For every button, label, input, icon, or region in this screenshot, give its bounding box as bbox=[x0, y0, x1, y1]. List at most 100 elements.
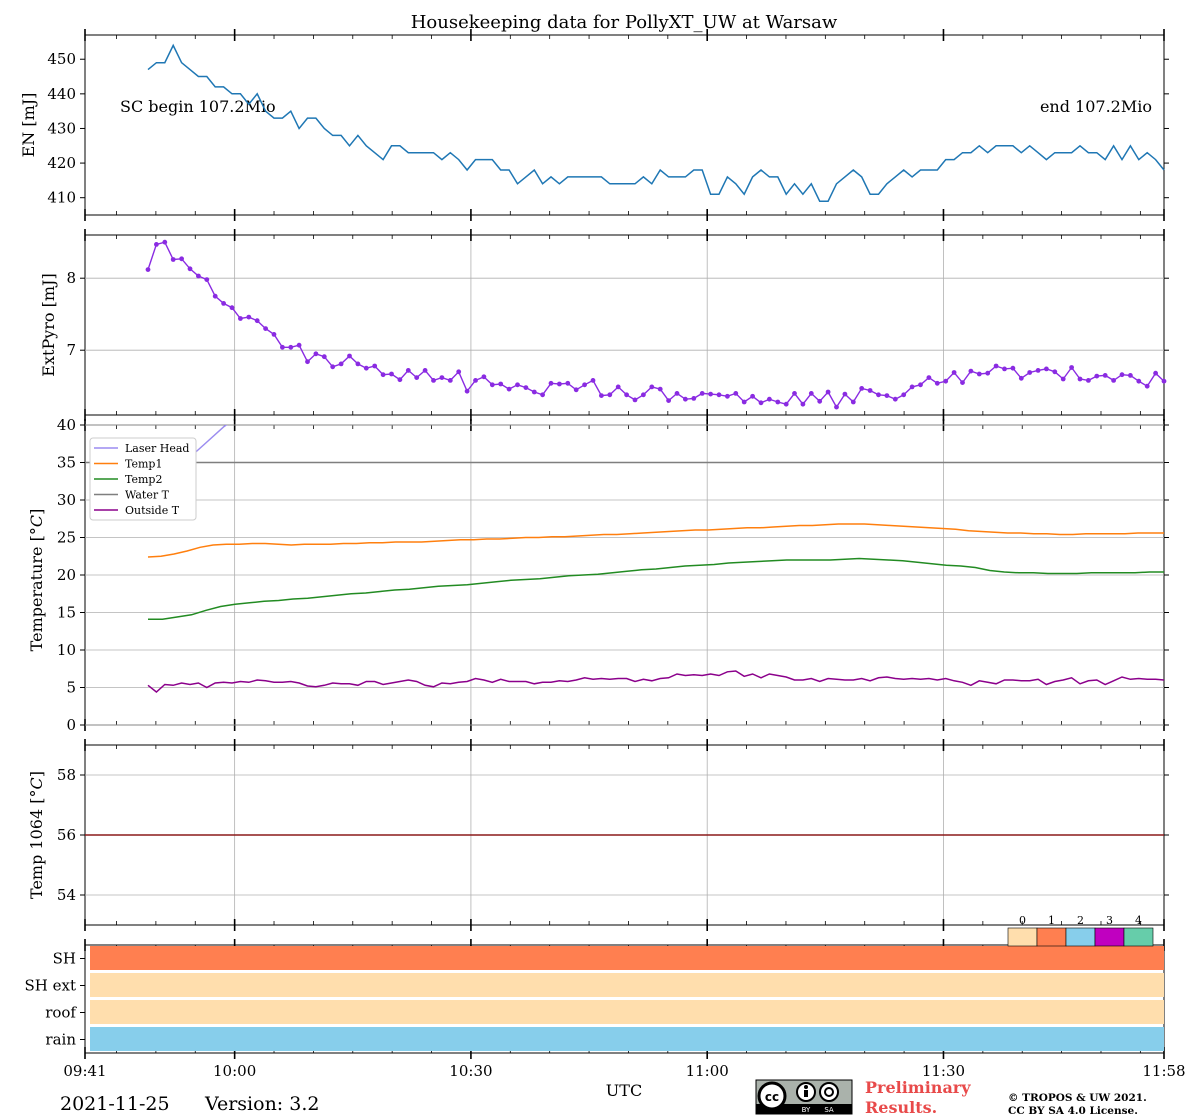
y-tick-label: 450 bbox=[47, 50, 76, 68]
outside-t-line bbox=[147, 670, 1164, 693]
status-row-label: rain bbox=[45, 1031, 76, 1049]
extpyro-point bbox=[1002, 366, 1007, 372]
extpyro-point bbox=[573, 387, 579, 393]
extpyro-point bbox=[1086, 378, 1091, 383]
cc-sa-label: SA bbox=[824, 1106, 834, 1114]
extpyro-point bbox=[405, 368, 411, 373]
extpyro-point bbox=[850, 399, 856, 405]
extpyro-point bbox=[976, 371, 982, 377]
extpyro-point bbox=[1018, 375, 1024, 381]
panel-ext-pyro-frame bbox=[84, 234, 1165, 416]
en-ylabel: EN [mJ] bbox=[19, 93, 38, 158]
extpyro-point bbox=[599, 393, 604, 398]
extpyro-point bbox=[246, 314, 252, 320]
extpyro-point bbox=[221, 301, 227, 306]
en-series-line bbox=[147, 43, 1165, 202]
y-tick-label: 430 bbox=[47, 119, 76, 137]
x-tick-label: 11:30 bbox=[922, 1062, 965, 1080]
extpyro-point bbox=[355, 361, 361, 367]
extpyro-point bbox=[683, 396, 688, 402]
panel-ext-pyro: ExtPyro [mJ] 7 8 bbox=[39, 229, 1169, 421]
extpyro-point bbox=[498, 381, 504, 387]
extpyro-point bbox=[767, 396, 772, 402]
colorbar-label: 4 bbox=[1135, 914, 1142, 927]
y-tick-label: 25 bbox=[57, 529, 76, 547]
extpyro-point bbox=[296, 342, 302, 348]
extpyro-point bbox=[901, 392, 907, 398]
cc-logo-icon bbox=[757, 1081, 787, 1111]
extpyro-point bbox=[674, 391, 680, 396]
y-tick-label: 58 bbox=[57, 766, 76, 784]
extpyro-point bbox=[389, 371, 394, 377]
temp2-line bbox=[148, 557, 1164, 621]
colorbar-label: 0 bbox=[1019, 914, 1026, 927]
extpyro-point bbox=[1144, 383, 1150, 389]
extpyro-point bbox=[557, 381, 562, 387]
extpyro-point bbox=[229, 305, 235, 311]
extpyro-point bbox=[985, 370, 991, 376]
extpyro-point bbox=[187, 266, 193, 272]
extpyro-point bbox=[825, 389, 831, 395]
extpyro-point bbox=[716, 392, 722, 398]
extpyro-point bbox=[431, 378, 436, 383]
y-tick-label: 20 bbox=[57, 566, 76, 584]
extpyro-point bbox=[1052, 369, 1058, 375]
extpyro-point bbox=[783, 401, 789, 407]
extpyro-point bbox=[1044, 366, 1049, 372]
extpyro-point bbox=[775, 399, 781, 405]
footer-date: 2021-11-25 bbox=[60, 1093, 170, 1115]
extpyro-point bbox=[531, 389, 537, 395]
extpyro-point bbox=[145, 267, 151, 272]
footer: 2021-11-25 Version: 3.2 cc BY SA Prelimi… bbox=[60, 1078, 1147, 1117]
extpyro-point bbox=[162, 239, 168, 245]
extpyro-point bbox=[1153, 370, 1158, 376]
extpyro-point bbox=[1035, 368, 1041, 373]
extpyro-point bbox=[288, 344, 294, 350]
cc-logo-glyph: cc bbox=[765, 1090, 779, 1104]
by-person-head bbox=[804, 1085, 808, 1089]
footer-version: Version: 3.2 bbox=[204, 1093, 319, 1115]
extpyro-point bbox=[926, 375, 932, 380]
extpyro-point bbox=[204, 277, 210, 282]
legend-label: Water T bbox=[125, 489, 170, 502]
temp1-line bbox=[147, 523, 1164, 558]
temp1064-ylabel: Temp 1064 [°C] bbox=[27, 771, 46, 899]
status-row-roof bbox=[90, 1000, 1164, 1024]
annotation-end: end 107.2Mio bbox=[1040, 97, 1152, 116]
extpyro-point bbox=[280, 344, 285, 350]
colorbar-swatch bbox=[1036, 927, 1067, 947]
extpyro-point bbox=[422, 368, 428, 373]
extpyro-point bbox=[884, 393, 890, 398]
extpyro-point bbox=[1136, 378, 1142, 384]
extpyro-point bbox=[934, 380, 940, 386]
extpyro-point bbox=[380, 372, 386, 378]
extpyro-point bbox=[808, 391, 814, 396]
extpyro-point bbox=[179, 256, 185, 262]
y-tick-label: 10 bbox=[57, 641, 76, 659]
extpyro-point bbox=[506, 386, 512, 392]
extpyro-point bbox=[951, 370, 957, 375]
extpyro-point bbox=[263, 326, 268, 331]
colorbar-label: 1 bbox=[1048, 914, 1055, 927]
colorbar-label: 2 bbox=[1077, 914, 1084, 927]
legend-label: Temp1 bbox=[125, 458, 162, 471]
extpyro-point bbox=[464, 388, 470, 394]
colorbar-label: 3 bbox=[1106, 914, 1113, 927]
chart-title: Housekeeping data for PollyXT_UW at Wars… bbox=[411, 12, 838, 33]
extpyro-point bbox=[271, 332, 277, 337]
extpyro-point bbox=[1128, 373, 1133, 378]
sa-share-icon bbox=[819, 1082, 839, 1102]
copyright-line: © TROPOS & UW 2021. bbox=[1008, 1092, 1147, 1104]
extpyro-point bbox=[960, 380, 965, 385]
extpyro-point bbox=[1111, 378, 1116, 383]
extpyro-point bbox=[238, 316, 243, 321]
results-label: Results. bbox=[865, 1098, 937, 1117]
extpyro-point bbox=[489, 382, 495, 388]
laser-head-line bbox=[186, 425, 228, 461]
cc-badge-strip bbox=[756, 1104, 852, 1114]
panel-laser-energy: EN [mJ] SC begin 107.2Mio end 107.2Mio 4… bbox=[19, 29, 1169, 221]
extpyro-point bbox=[758, 400, 764, 406]
extpyro-point bbox=[1060, 376, 1066, 382]
extpyro-point bbox=[834, 404, 839, 410]
